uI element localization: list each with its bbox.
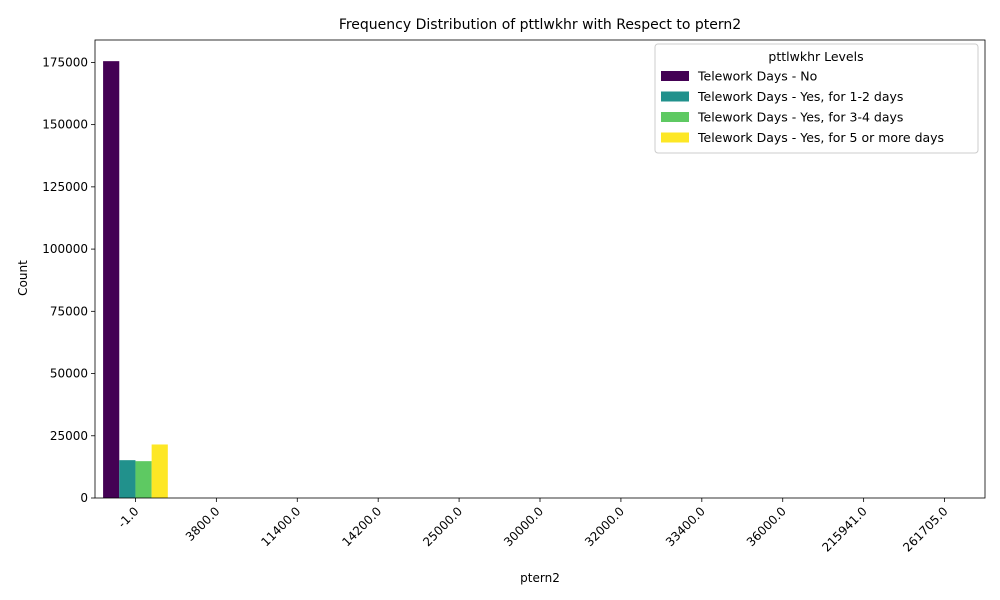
- chart-title: Frequency Distribution of pttlwkhr with …: [339, 17, 741, 33]
- y-axis-label: Count: [16, 260, 30, 296]
- x-tick-label: 33400.0: [663, 504, 708, 549]
- legend-swatch: [661, 132, 689, 143]
- y-tick-label: 50000: [50, 367, 88, 381]
- y-axis: 0 25000 50000 75000 100000 125000 150000 175000: [42, 55, 95, 505]
- legend-swatch: [661, 112, 689, 122]
- bar-1-0: [119, 460, 136, 498]
- y-tick-label: 0: [80, 491, 88, 505]
- x-tick-label: 215941.0: [819, 504, 869, 554]
- y-tick-label: 75000: [50, 304, 88, 318]
- legend-label: Telework Days - Yes, for 1-2 days: [697, 89, 903, 104]
- x-tick-label: 25000.0: [420, 504, 465, 549]
- bars-group: [103, 61, 168, 499]
- bar-0-0: [103, 61, 120, 499]
- plot-frame: [94, 39, 986, 499]
- legend-label: Telework Days - Yes, for 5 or more days: [697, 130, 944, 145]
- y-tick-label: 100000: [42, 242, 88, 256]
- legend-box: [654, 43, 979, 154]
- x-axis: -1.0 3800.0 11400.0 14200.0 25000.0 30000.0 32…: [115, 498, 951, 555]
- x-tick-label: 14200.0: [339, 504, 384, 549]
- y-tick-label: 25000: [50, 429, 88, 443]
- x-tick-label: 36000.0: [744, 504, 789, 549]
- y-tick-label: 175000: [42, 55, 88, 69]
- legend-swatch: [661, 91, 689, 102]
- legend-label: Telework Days - No: [697, 69, 817, 84]
- legend-swatch: [661, 71, 689, 81]
- x-tick-label: 11400.0: [258, 504, 303, 549]
- bar-3-0: [151, 444, 168, 498]
- legend: pttlwkhr Levels Telework Days - NoTelewo…: [654, 43, 979, 154]
- x-tick-label: 30000.0: [501, 504, 546, 549]
- legend-label: Telework Days - Yes, for 3-4 days: [697, 110, 903, 125]
- y-tick-label: 125000: [42, 180, 88, 194]
- x-tick-label: 32000.0: [582, 504, 627, 549]
- plot-border: [94, 39, 986, 499]
- y-tick-label: 150000: [42, 118, 88, 132]
- x-tick-label: -1.0: [115, 504, 141, 530]
- x-tick-label: 261705.0: [900, 504, 950, 554]
- x-tick-label: 3800.0: [183, 504, 223, 544]
- legend-title: pttlwkhr Levels: [768, 49, 863, 64]
- x-axis-label: ptern2: [520, 571, 560, 585]
- bar-2-0: [135, 461, 152, 498]
- legend-items: Telework Days - No Telework Days - Yes, f…: [661, 69, 944, 145]
